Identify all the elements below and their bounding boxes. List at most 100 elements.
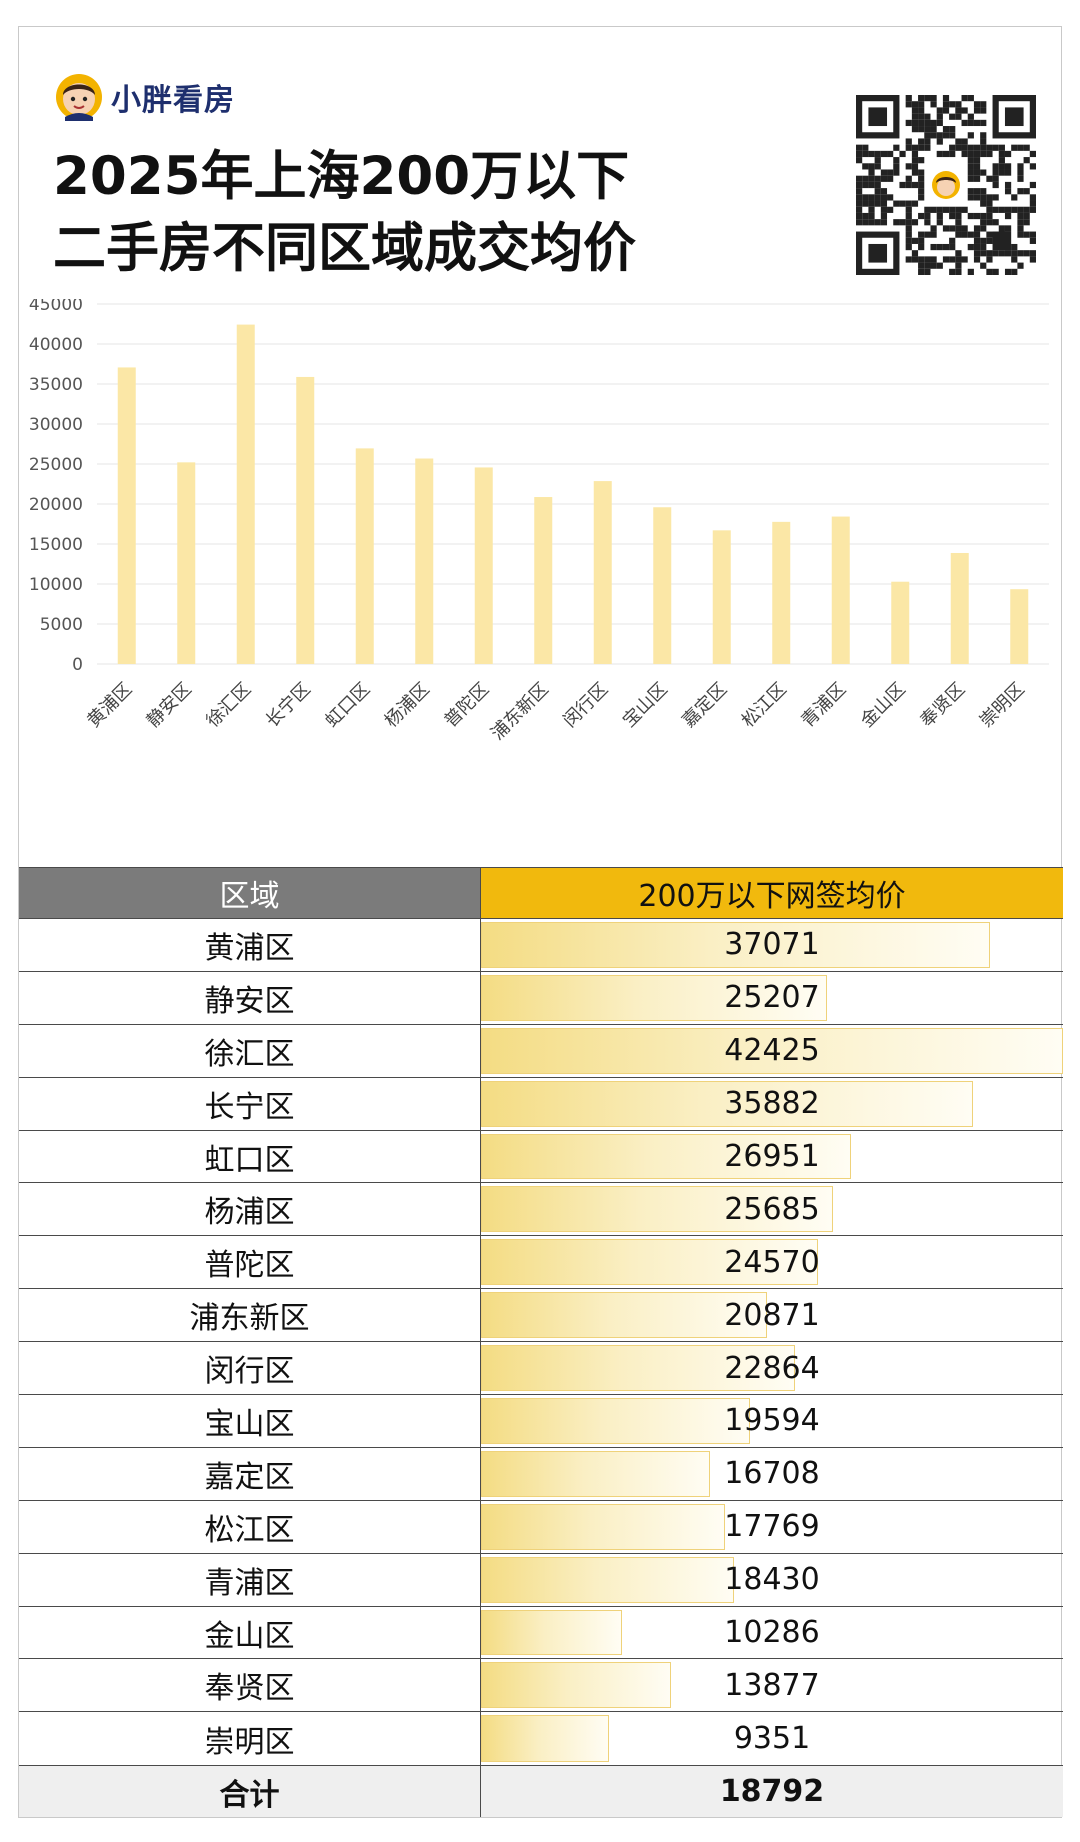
bar bbox=[236, 324, 255, 664]
x-tick-label: 青浦区 bbox=[797, 679, 850, 732]
table-header-row: 区域 200万以下网签均价 bbox=[19, 867, 1063, 919]
x-tick-label: 杨浦区 bbox=[381, 679, 434, 732]
region-name: 闵行区 bbox=[19, 1342, 481, 1395]
region-name: 奉贤区 bbox=[19, 1659, 481, 1712]
x-tick-label: 徐汇区 bbox=[202, 679, 255, 732]
price-cell: 42425 bbox=[481, 1025, 1063, 1077]
y-tick-label: 0 bbox=[72, 655, 83, 675]
x-tick-label: 松江区 bbox=[738, 679, 791, 732]
x-tick-label: 嘉定区 bbox=[678, 679, 731, 732]
title-line-2: 二手房不同区域成交均价 bbox=[53, 218, 636, 279]
price-value: 16708 bbox=[724, 1456, 820, 1492]
total-label: 合计 bbox=[19, 1766, 481, 1818]
region-name: 宝山区 bbox=[19, 1395, 481, 1447]
price-data-bar bbox=[481, 1133, 851, 1180]
price-cell: 24570 bbox=[481, 1236, 1063, 1288]
x-tick-label: 金山区 bbox=[857, 679, 910, 732]
price-data-bar bbox=[481, 1027, 1063, 1074]
bar bbox=[355, 448, 374, 664]
bar bbox=[534, 497, 553, 664]
price-value: 19594 bbox=[724, 1403, 820, 1439]
y-tick-label: 25000 bbox=[29, 455, 83, 475]
region-name: 黄浦区 bbox=[19, 919, 481, 971]
table-row: 长宁区 35882 bbox=[19, 1077, 1063, 1131]
page-title: 2025年上海200万以下 二手房不同区域成交均价 bbox=[53, 141, 636, 285]
bar bbox=[593, 481, 612, 664]
region-name: 虹口区 bbox=[19, 1130, 481, 1183]
price-value: 9351 bbox=[733, 1721, 811, 1757]
bar bbox=[831, 516, 850, 664]
price-value: 24570 bbox=[724, 1244, 820, 1280]
bar bbox=[415, 458, 434, 664]
y-tick-label: 30000 bbox=[29, 415, 83, 435]
chart-y-ticks: 0 5000 10000 15000 20000 25000 30000 35000 40000… bbox=[29, 299, 83, 675]
chart-bars bbox=[117, 324, 1029, 664]
table-row: 青浦区 18430 bbox=[19, 1553, 1063, 1607]
bar bbox=[712, 530, 731, 664]
price-cell: 13877 bbox=[481, 1659, 1063, 1711]
price-cell: 25685 bbox=[481, 1183, 1063, 1235]
price-value: 42425 bbox=[724, 1033, 820, 1069]
bar bbox=[772, 521, 791, 664]
x-tick-label: 闵行区 bbox=[559, 679, 612, 732]
price-cell: 26951 bbox=[481, 1131, 1063, 1183]
bar-chart: 0 5000 10000 15000 20000 25000 30000 35000 40000… bbox=[29, 299, 1049, 745]
table-row: 松江区 17769 bbox=[19, 1500, 1063, 1554]
x-tick-label: 浦东新区 bbox=[487, 679, 553, 745]
table-row: 杨浦区 25685 bbox=[19, 1183, 1063, 1237]
x-tick-label: 静安区 bbox=[143, 679, 196, 732]
region-name: 浦东新区 bbox=[19, 1289, 481, 1342]
table-row: 金山区 10286 bbox=[19, 1606, 1063, 1660]
bar bbox=[950, 552, 969, 664]
region-name: 崇明区 bbox=[19, 1712, 481, 1766]
bar bbox=[891, 581, 910, 664]
price-data-bar bbox=[481, 1186, 834, 1233]
chart-grid bbox=[97, 303, 1049, 665]
x-tick-label: 黄浦区 bbox=[83, 679, 136, 732]
brand: 小胖看房 bbox=[55, 72, 235, 122]
price-data-bar bbox=[481, 1503, 725, 1550]
region-name: 长宁区 bbox=[19, 1077, 481, 1130]
price-value: 26951 bbox=[724, 1139, 820, 1174]
price-data-bar bbox=[481, 1398, 750, 1444]
table-row: 普陀区 24570 bbox=[19, 1236, 1063, 1290]
header-price: 200万以下网签均价 bbox=[481, 868, 1063, 918]
price-data-bar bbox=[481, 1609, 623, 1656]
bar bbox=[474, 467, 493, 664]
y-tick-label: 20000 bbox=[29, 495, 83, 515]
price-value: 10286 bbox=[724, 1615, 820, 1651]
price-data-bar bbox=[481, 1662, 672, 1709]
x-tick-label: 虹口区 bbox=[321, 679, 374, 732]
price-data-bar bbox=[481, 922, 990, 968]
bar bbox=[1010, 589, 1029, 664]
region-name: 徐汇区 bbox=[19, 1024, 481, 1077]
table-row: 闵行区 22864 bbox=[19, 1342, 1063, 1396]
price-value: 20871 bbox=[724, 1297, 820, 1333]
region-name: 金山区 bbox=[19, 1606, 481, 1659]
price-data-bar bbox=[481, 974, 827, 1021]
region-name: 松江区 bbox=[19, 1500, 481, 1553]
infographic-card: 小胖看房 2025年上海200万以下 二手房不同区域成交均价 0 5000 1000… bbox=[18, 26, 1063, 1818]
region-name: 嘉定区 bbox=[19, 1447, 481, 1500]
price-cell: 9351 bbox=[481, 1712, 1063, 1765]
title-line-1: 2025年上海200万以下 bbox=[53, 146, 630, 207]
y-tick-label: 45000 bbox=[29, 299, 83, 315]
price-data-bar bbox=[481, 1556, 734, 1603]
price-value: 22864 bbox=[724, 1350, 820, 1386]
price-value: 17769 bbox=[724, 1509, 820, 1545]
price-cell: 37071 bbox=[481, 919, 1063, 971]
y-tick-label: 40000 bbox=[29, 335, 83, 355]
y-tick-label: 5000 bbox=[40, 615, 83, 635]
price-data-bar bbox=[481, 1450, 711, 1497]
price-data-bar bbox=[481, 1715, 610, 1763]
price-value: 13877 bbox=[724, 1667, 820, 1703]
region-name: 普陀区 bbox=[19, 1236, 481, 1289]
header-region: 区域 bbox=[19, 868, 481, 918]
price-cell: 17769 bbox=[481, 1501, 1063, 1553]
table-row: 徐汇区 42425 bbox=[19, 1024, 1063, 1078]
price-data-bar bbox=[481, 1239, 819, 1286]
price-cell: 16708 bbox=[481, 1448, 1063, 1500]
price-cell: 25207 bbox=[481, 972, 1063, 1024]
table-body: 黄浦区 37071 静安区 25207 徐汇区 42425 长宁区 35882 虹口区 26951… bbox=[19, 919, 1063, 1766]
